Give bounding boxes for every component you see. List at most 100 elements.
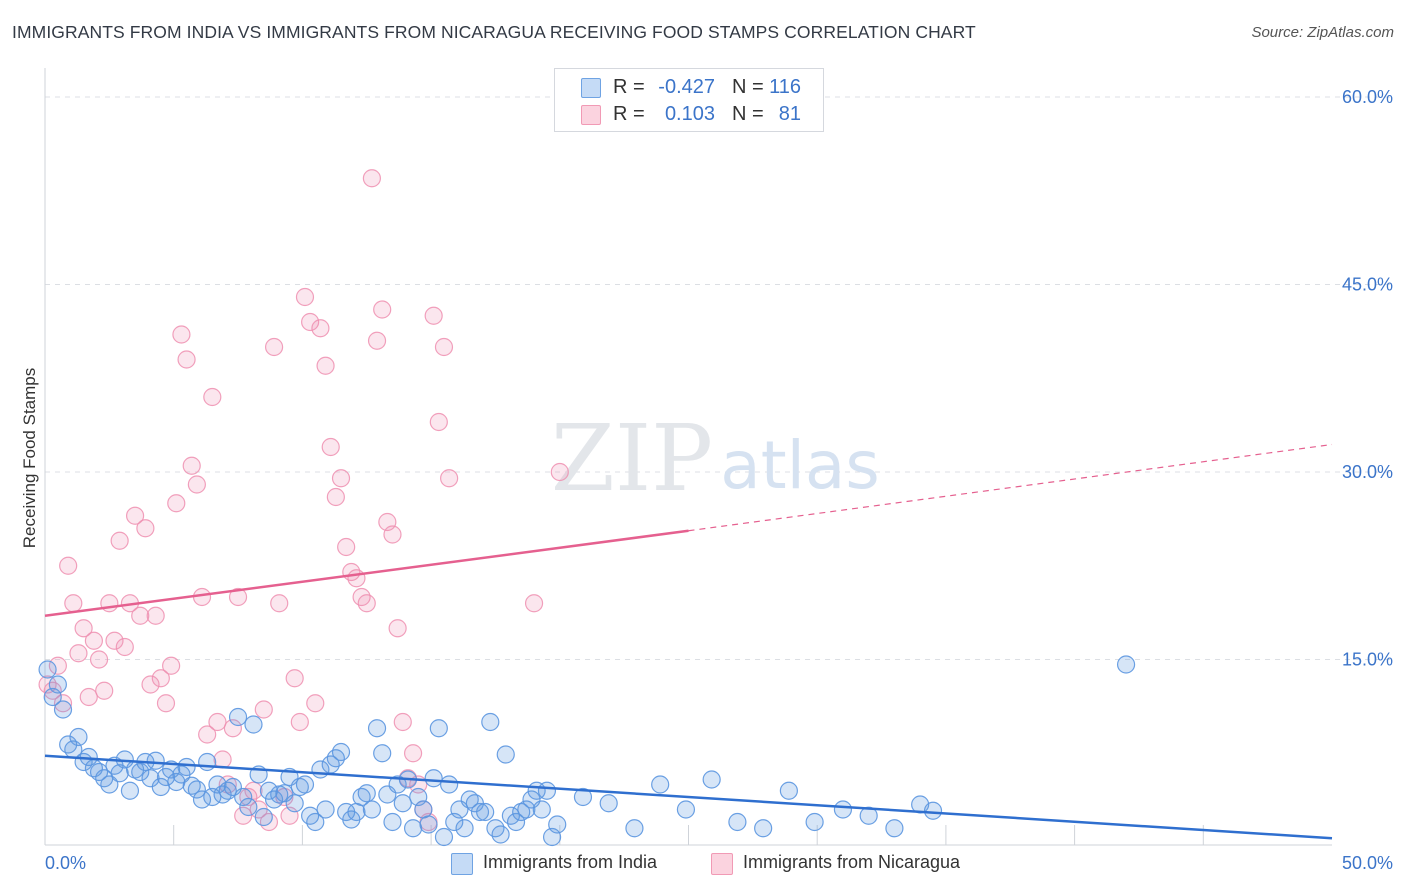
- india-point: [254, 807, 273, 827]
- india-point: [651, 775, 670, 794]
- grid-lines: [45, 96, 1392, 660]
- india-point: [285, 794, 304, 813]
- nicaragua-point: [105, 631, 124, 650]
- nicaragua-point: [167, 494, 186, 513]
- india-point: [532, 800, 551, 819]
- nicaragua-point: [440, 469, 459, 488]
- india-point: [244, 715, 263, 734]
- nicaragua-point: [69, 644, 88, 663]
- nicaragua-point: [53, 694, 73, 713]
- nicaragua-point: [228, 587, 248, 607]
- y-tick-label: 15.0%: [1342, 650, 1393, 670]
- nicaragua-point: [234, 806, 253, 825]
- india-point: [362, 800, 381, 819]
- nicaragua-point: [131, 606, 150, 625]
- nicaragua-point: [84, 631, 104, 650]
- india-point: [424, 769, 443, 788]
- x-tick-label: 0.0%: [45, 853, 86, 873]
- nicaragua-trend-line: [44, 529, 689, 617]
- nicaragua-point: [187, 475, 206, 494]
- india-point: [59, 735, 78, 754]
- n-label: N =: [732, 103, 764, 125]
- watermark: ZIP atlas: [551, 405, 880, 512]
- india-point: [198, 752, 217, 772]
- india-point: [69, 727, 88, 747]
- india-point: [131, 762, 150, 782]
- x-tick-label: 50.0%: [1342, 853, 1393, 873]
- india-point: [805, 812, 824, 832]
- nicaragua-point: [48, 656, 67, 675]
- nicaragua-point: [156, 694, 176, 713]
- india-point: [38, 660, 57, 679]
- india-point: [110, 764, 129, 783]
- nicaragua-point: [125, 506, 145, 525]
- y-tick-label: 30.0%: [1342, 462, 1393, 482]
- india-point: [496, 745, 515, 764]
- india-point: [53, 700, 73, 719]
- india-point: [923, 801, 943, 820]
- r-value: 0.103: [664, 103, 715, 125]
- nicaragua-point: [208, 712, 227, 732]
- india-point: [506, 812, 526, 832]
- nicaragua-legend-swatch: [711, 853, 733, 875]
- india-point: [434, 827, 454, 847]
- r-value: -0.427: [658, 76, 715, 98]
- india-point: [187, 780, 206, 799]
- india-point: [388, 775, 407, 794]
- nicaragua-point: [434, 337, 454, 357]
- nicaragua-point: [74, 619, 93, 638]
- watermark-atlas: atlas: [720, 427, 880, 504]
- nicaragua-point: [301, 312, 320, 332]
- nicaragua-point: [347, 569, 366, 588]
- india-point: [481, 712, 500, 732]
- nicaragua-point: [203, 387, 222, 407]
- nicaragua-point: [367, 331, 387, 350]
- india-point: [306, 812, 325, 832]
- axes: [44, 68, 1332, 846]
- india-point: [264, 790, 284, 809]
- nicaragua-point: [316, 356, 335, 375]
- nicaragua-point: [285, 669, 304, 688]
- nicaragua-point: [403, 744, 423, 763]
- n-value: 81: [778, 103, 801, 125]
- india-point: [259, 781, 279, 800]
- india-point: [885, 819, 904, 838]
- nicaragua-point: [524, 594, 544, 613]
- nicaragua-point: [95, 681, 114, 700]
- legend-label: Immigrants from India: [483, 852, 658, 872]
- india-swatch: [581, 78, 601, 98]
- india-trend-line: [44, 754, 1333, 840]
- india-point: [440, 775, 459, 794]
- nicaragua-point: [110, 531, 129, 550]
- india-point: [779, 781, 798, 800]
- nicaragua-point: [270, 594, 289, 613]
- india-point: [625, 819, 644, 838]
- nicaragua-point: [151, 669, 170, 688]
- nicaragua-point: [295, 287, 315, 307]
- nicaragua-point: [59, 556, 78, 575]
- nicaragua-point: [264, 337, 284, 357]
- india-point: [455, 819, 474, 838]
- nicaragua-point: [172, 325, 191, 344]
- nicaragua-point: [162, 656, 181, 675]
- nicaragua-point: [383, 525, 402, 544]
- source-label: Source: ZipAtlas.com: [1251, 24, 1394, 41]
- nicaragua-point: [136, 519, 155, 538]
- nicaragua-points: [38, 169, 569, 832]
- y-tick-label: 45.0%: [1342, 275, 1393, 295]
- nicaragua-point: [223, 719, 243, 738]
- nicaragua-point: [290, 712, 309, 732]
- india-points: [38, 655, 1136, 847]
- india-point: [517, 800, 536, 819]
- correlation-stats-box: R = -0.427 N = 116 R = 0.103 N = 81: [554, 68, 824, 132]
- india-point: [48, 675, 67, 694]
- india-legend-swatch: [451, 853, 473, 875]
- india-point: [476, 802, 495, 822]
- nicaragua-point: [89, 650, 109, 669]
- india-point: [491, 825, 510, 844]
- india-point: [429, 719, 448, 738]
- india-point: [295, 775, 315, 794]
- nicaragua-point: [182, 456, 201, 475]
- nicaragua-point: [393, 712, 412, 732]
